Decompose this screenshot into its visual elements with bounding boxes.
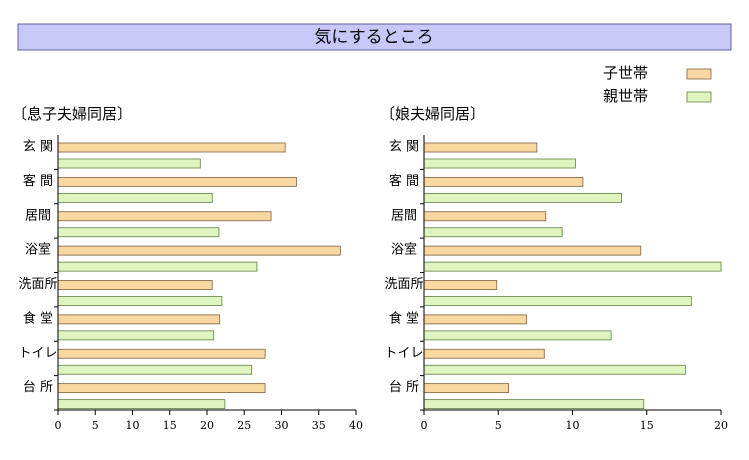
x-tick-label: 10 [566, 419, 580, 432]
bar [57, 142, 286, 153]
y-tick-label: 食 堂 [389, 310, 419, 326]
legend-swatch [686, 68, 712, 80]
y-tick-label: 洗面所 [18, 277, 57, 292]
title-banner [17, 23, 732, 51]
x-tick-label: 0 [55, 419, 62, 432]
y-tick-label: 玄 関 [389, 140, 419, 155]
chart-title: 〔娘夫婦同居〕 [380, 105, 485, 123]
bar [57, 383, 266, 394]
y-tick-label: トイレ [18, 346, 57, 361]
x-tick-label: 0 [421, 419, 428, 432]
bar [423, 211, 547, 222]
x-tick-label: 15 [640, 419, 654, 432]
x-tick-label: 15 [163, 419, 177, 432]
x-tick-label: 20 [200, 419, 214, 432]
bar [57, 399, 226, 410]
bar [423, 383, 510, 394]
y-tick-label: 浴室 [25, 242, 51, 258]
bar [57, 280, 213, 290]
x-tick-label: 5 [92, 419, 99, 432]
bar [423, 296, 692, 306]
x-tick-label: 35 [312, 419, 326, 432]
bar [57, 211, 272, 222]
bar [423, 192, 622, 203]
y-tick-label: トイレ [384, 346, 423, 361]
x-tick-label: 10 [126, 419, 140, 432]
y-tick-label: 台 所 [389, 380, 419, 395]
y-tick-label: 客 間 [23, 173, 53, 189]
bar [423, 227, 563, 238]
bar [57, 364, 253, 375]
bar [423, 280, 498, 290]
bar [423, 158, 576, 169]
bar [423, 330, 612, 341]
y-tick-label: 客 間 [389, 173, 419, 189]
legend-swatch [686, 91, 712, 103]
bar [423, 176, 584, 187]
bar [423, 399, 645, 410]
legend-label: 子世帯 [603, 64, 648, 82]
bar [57, 296, 223, 306]
y-tick-label: 玄 関 [23, 140, 53, 155]
y-tick-label: 居間 [25, 208, 51, 223]
bar [423, 348, 545, 359]
bar [57, 314, 221, 325]
bar [423, 142, 538, 153]
y-tick-label: 食 堂 [23, 310, 53, 326]
bar [57, 192, 213, 203]
y-tick-label: 洗面所 [384, 277, 423, 292]
y-tick-label: 居間 [391, 208, 417, 223]
bar [57, 330, 215, 341]
chart-title: 〔息子夫婦同居〕 [12, 105, 132, 123]
x-tick-label: 5 [495, 419, 502, 432]
bar [423, 261, 722, 272]
legend-label: 親世帯 [603, 87, 648, 105]
bar [57, 227, 220, 238]
bar [423, 245, 642, 256]
bar [57, 245, 341, 256]
x-tick-label: 40 [349, 419, 363, 432]
y-tick-label: 台 所 [23, 380, 53, 395]
bar [57, 261, 258, 272]
y-tick-label: 浴室 [391, 242, 417, 258]
bar [57, 348, 266, 359]
x-tick-label: 20 [714, 419, 728, 432]
page-title: 気にするところ [314, 28, 433, 48]
bar [423, 314, 527, 325]
x-tick-label: 25 [237, 419, 251, 432]
bar [423, 364, 686, 375]
x-tick-label: 30 [275, 419, 289, 432]
bar [57, 176, 297, 187]
bar [57, 158, 201, 169]
